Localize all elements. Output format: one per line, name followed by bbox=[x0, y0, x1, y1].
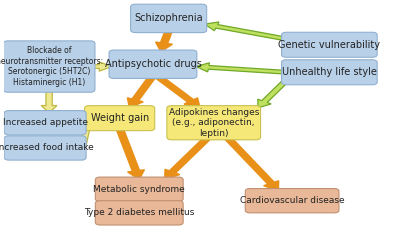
Text: Type 2 diabetes mellitus: Type 2 diabetes mellitus bbox=[84, 208, 194, 217]
Text: Cardiovascular disease: Cardiovascular disease bbox=[240, 196, 344, 205]
Text: Genetic vulnerability: Genetic vulnerability bbox=[278, 40, 380, 50]
Text: Weight gain: Weight gain bbox=[90, 113, 149, 123]
Polygon shape bbox=[79, 122, 94, 148]
Polygon shape bbox=[196, 63, 286, 74]
Text: Adipokines changes
(e.g., adiponectin,
leptin): Adipokines changes (e.g., adiponectin, l… bbox=[168, 108, 259, 138]
FancyBboxPatch shape bbox=[4, 111, 86, 135]
FancyBboxPatch shape bbox=[84, 106, 155, 131]
Polygon shape bbox=[41, 90, 57, 113]
Polygon shape bbox=[74, 118, 88, 127]
Text: Schizophrenia: Schizophrenia bbox=[134, 13, 203, 23]
Polygon shape bbox=[127, 75, 156, 108]
Polygon shape bbox=[165, 137, 211, 179]
Text: Increased appetite: Increased appetite bbox=[3, 118, 88, 127]
FancyBboxPatch shape bbox=[167, 106, 260, 140]
FancyBboxPatch shape bbox=[282, 32, 377, 57]
Text: Blockade of
neurotransmitter receptors:
Serotonergic (5HT2C)
Histaminergic (H1): Blockade of neurotransmitter receptors: … bbox=[0, 47, 103, 87]
FancyBboxPatch shape bbox=[95, 177, 183, 201]
Polygon shape bbox=[205, 22, 287, 41]
FancyBboxPatch shape bbox=[3, 41, 95, 92]
FancyBboxPatch shape bbox=[131, 4, 207, 33]
Polygon shape bbox=[156, 31, 172, 52]
Polygon shape bbox=[224, 137, 279, 191]
FancyBboxPatch shape bbox=[245, 189, 339, 213]
Text: Increased food intake: Increased food intake bbox=[0, 143, 94, 153]
Polygon shape bbox=[258, 79, 289, 108]
Polygon shape bbox=[116, 128, 144, 179]
FancyBboxPatch shape bbox=[109, 50, 197, 78]
FancyBboxPatch shape bbox=[95, 201, 183, 225]
Text: Antipsychotic drugs: Antipsychotic drugs bbox=[104, 59, 201, 69]
FancyBboxPatch shape bbox=[4, 136, 86, 160]
Text: Unhealthy life style: Unhealthy life style bbox=[282, 67, 377, 77]
FancyBboxPatch shape bbox=[282, 60, 377, 85]
Polygon shape bbox=[154, 74, 200, 108]
Text: Metabolic syndrome: Metabolic syndrome bbox=[93, 185, 185, 194]
Polygon shape bbox=[92, 62, 112, 71]
